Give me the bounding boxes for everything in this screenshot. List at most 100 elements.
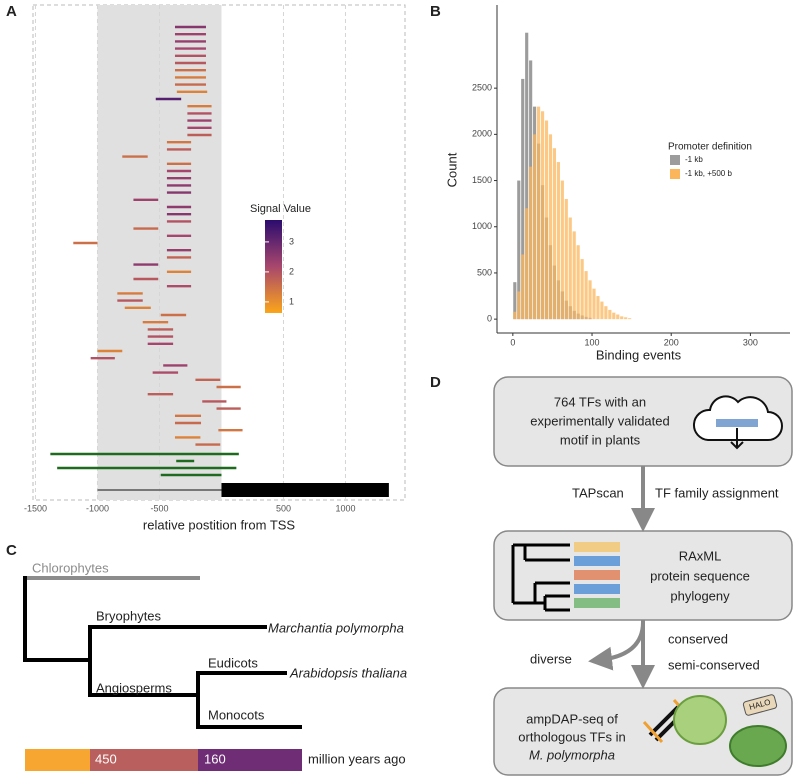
histogram-bar [600,301,604,320]
histogram-bar [517,291,521,320]
legend-label: -1 kb [685,155,703,164]
box-text: M. polymorpha [529,747,615,762]
x-tick-label: 500 [276,503,291,513]
histogram-bar [513,311,517,320]
plant-icon [729,725,787,767]
tree-icon [511,543,570,612]
x-tick-label: -1000 [86,503,109,513]
histogram-bar [564,199,568,320]
panel-c: Chlorophytes Bryophytes Angiosperms Eudi… [23,560,407,771]
histogram-bar [513,282,517,320]
edge-label: semi-conserved [668,657,760,672]
x-tick-label: 300 [743,337,758,347]
histogram-bar [560,180,564,320]
y-tick-label: 1000 [472,221,492,231]
y-tick-label: 500 [477,267,492,277]
timescale-segment [90,749,198,771]
legend-label: -1 kb, +500 b [685,169,732,178]
histogram-bar [525,32,529,320]
x-tick-label: 0 [510,337,515,347]
histogram-bar [620,316,624,320]
x-axis-label: Binding events [596,347,682,362]
panel-label: A [6,3,17,20]
histogram-bar [628,318,632,320]
histogram-bar [552,148,556,320]
histogram-bar [616,314,620,320]
histogram-bar [584,271,588,320]
histogram-bar [540,111,545,320]
download-arrow [730,428,744,450]
group-label: Eudicots [208,655,258,670]
x-axis-label: relative postition from TSS [143,517,296,532]
species-label: Arabidopsis thaliana [289,665,407,680]
legend-swatch [670,155,680,165]
y-tick-label: 1500 [472,175,492,185]
protein-icon [673,695,727,745]
flow-arrow [588,621,645,671]
histogram-bar [592,288,596,320]
y-tick-label: 2000 [472,129,492,139]
group-label: Bryophytes [96,608,162,623]
edge-label: TF family assignment [655,485,779,500]
y-tick-label: 0 [487,314,492,324]
colorbar [265,220,282,313]
panel-label: D [430,374,441,391]
species-label: Marchantia polymorpha [268,620,404,635]
y-tick-label: 2500 [472,83,492,93]
panel-b: 0 500 1000 1500 2000 2500 0 100 200 300 -1 kb -1 kb… [444,5,790,362]
histogram-bar [624,317,628,320]
box-text: ampDAP-seq of [526,711,618,726]
box-text: experimentally validated [530,413,669,428]
box-text: RAxML [679,548,722,563]
edge-label: diverse [530,651,572,666]
tag-icon [742,694,778,716]
x-tick-label: -500 [150,503,168,513]
group-label: Angiosperms [96,680,172,695]
y-axis-label: Count [444,152,459,187]
histogram-bar [533,134,537,320]
histogram-bar [588,280,592,320]
motif-logo [716,419,758,427]
legend-title: Signal Value [250,203,311,215]
edge-label: TAPscan [572,485,624,500]
legend-title: Promoter definition [668,142,752,153]
histogram-bar [521,254,525,320]
group-label: Monocots [208,707,265,722]
histogram-bar [572,231,576,320]
gene-body [221,483,389,497]
colorbar-tick-label: 3 [289,236,294,246]
histogram-bar [521,78,525,320]
box-text: 764 TFs with an [554,394,646,409]
timescale-segment [25,749,90,771]
panel-a: -1500 -1000 -500 500 1000 relative postition … [24,4,406,532]
histogram-bar [580,259,584,320]
x-tick-label: -1500 [24,503,47,513]
histogram-bar [548,134,553,320]
histogram-bar [604,306,608,320]
edge-label: conserved [668,631,728,646]
timescale-segment [198,749,302,771]
age-label: 450 [95,751,117,766]
histogram-bar [529,166,533,320]
panel-d: 764 TFs with an experimentally validated… [493,376,793,776]
histogram-bar [608,309,612,320]
x-tick-label: 100 [585,337,600,347]
histogram-bar [517,180,521,320]
panel-label: C [6,542,17,559]
box-text: phylogeny [670,588,730,603]
x-tick-label: 200 [664,337,679,347]
histogram-bar [612,312,616,320]
box-text: protein sequence [650,568,750,583]
box-text: orthologous TFs in [518,729,625,744]
histogram-bar [576,245,580,320]
histogram-bar [596,296,600,320]
panel-label: B [430,3,441,20]
box-text: motif in plants [560,432,641,447]
colorbar-tick-label: 1 [289,296,294,306]
colorbar-tick-label: 2 [289,266,294,276]
histogram-bar [556,162,560,320]
cloud-icon [692,395,783,441]
legend-swatch [670,169,680,179]
